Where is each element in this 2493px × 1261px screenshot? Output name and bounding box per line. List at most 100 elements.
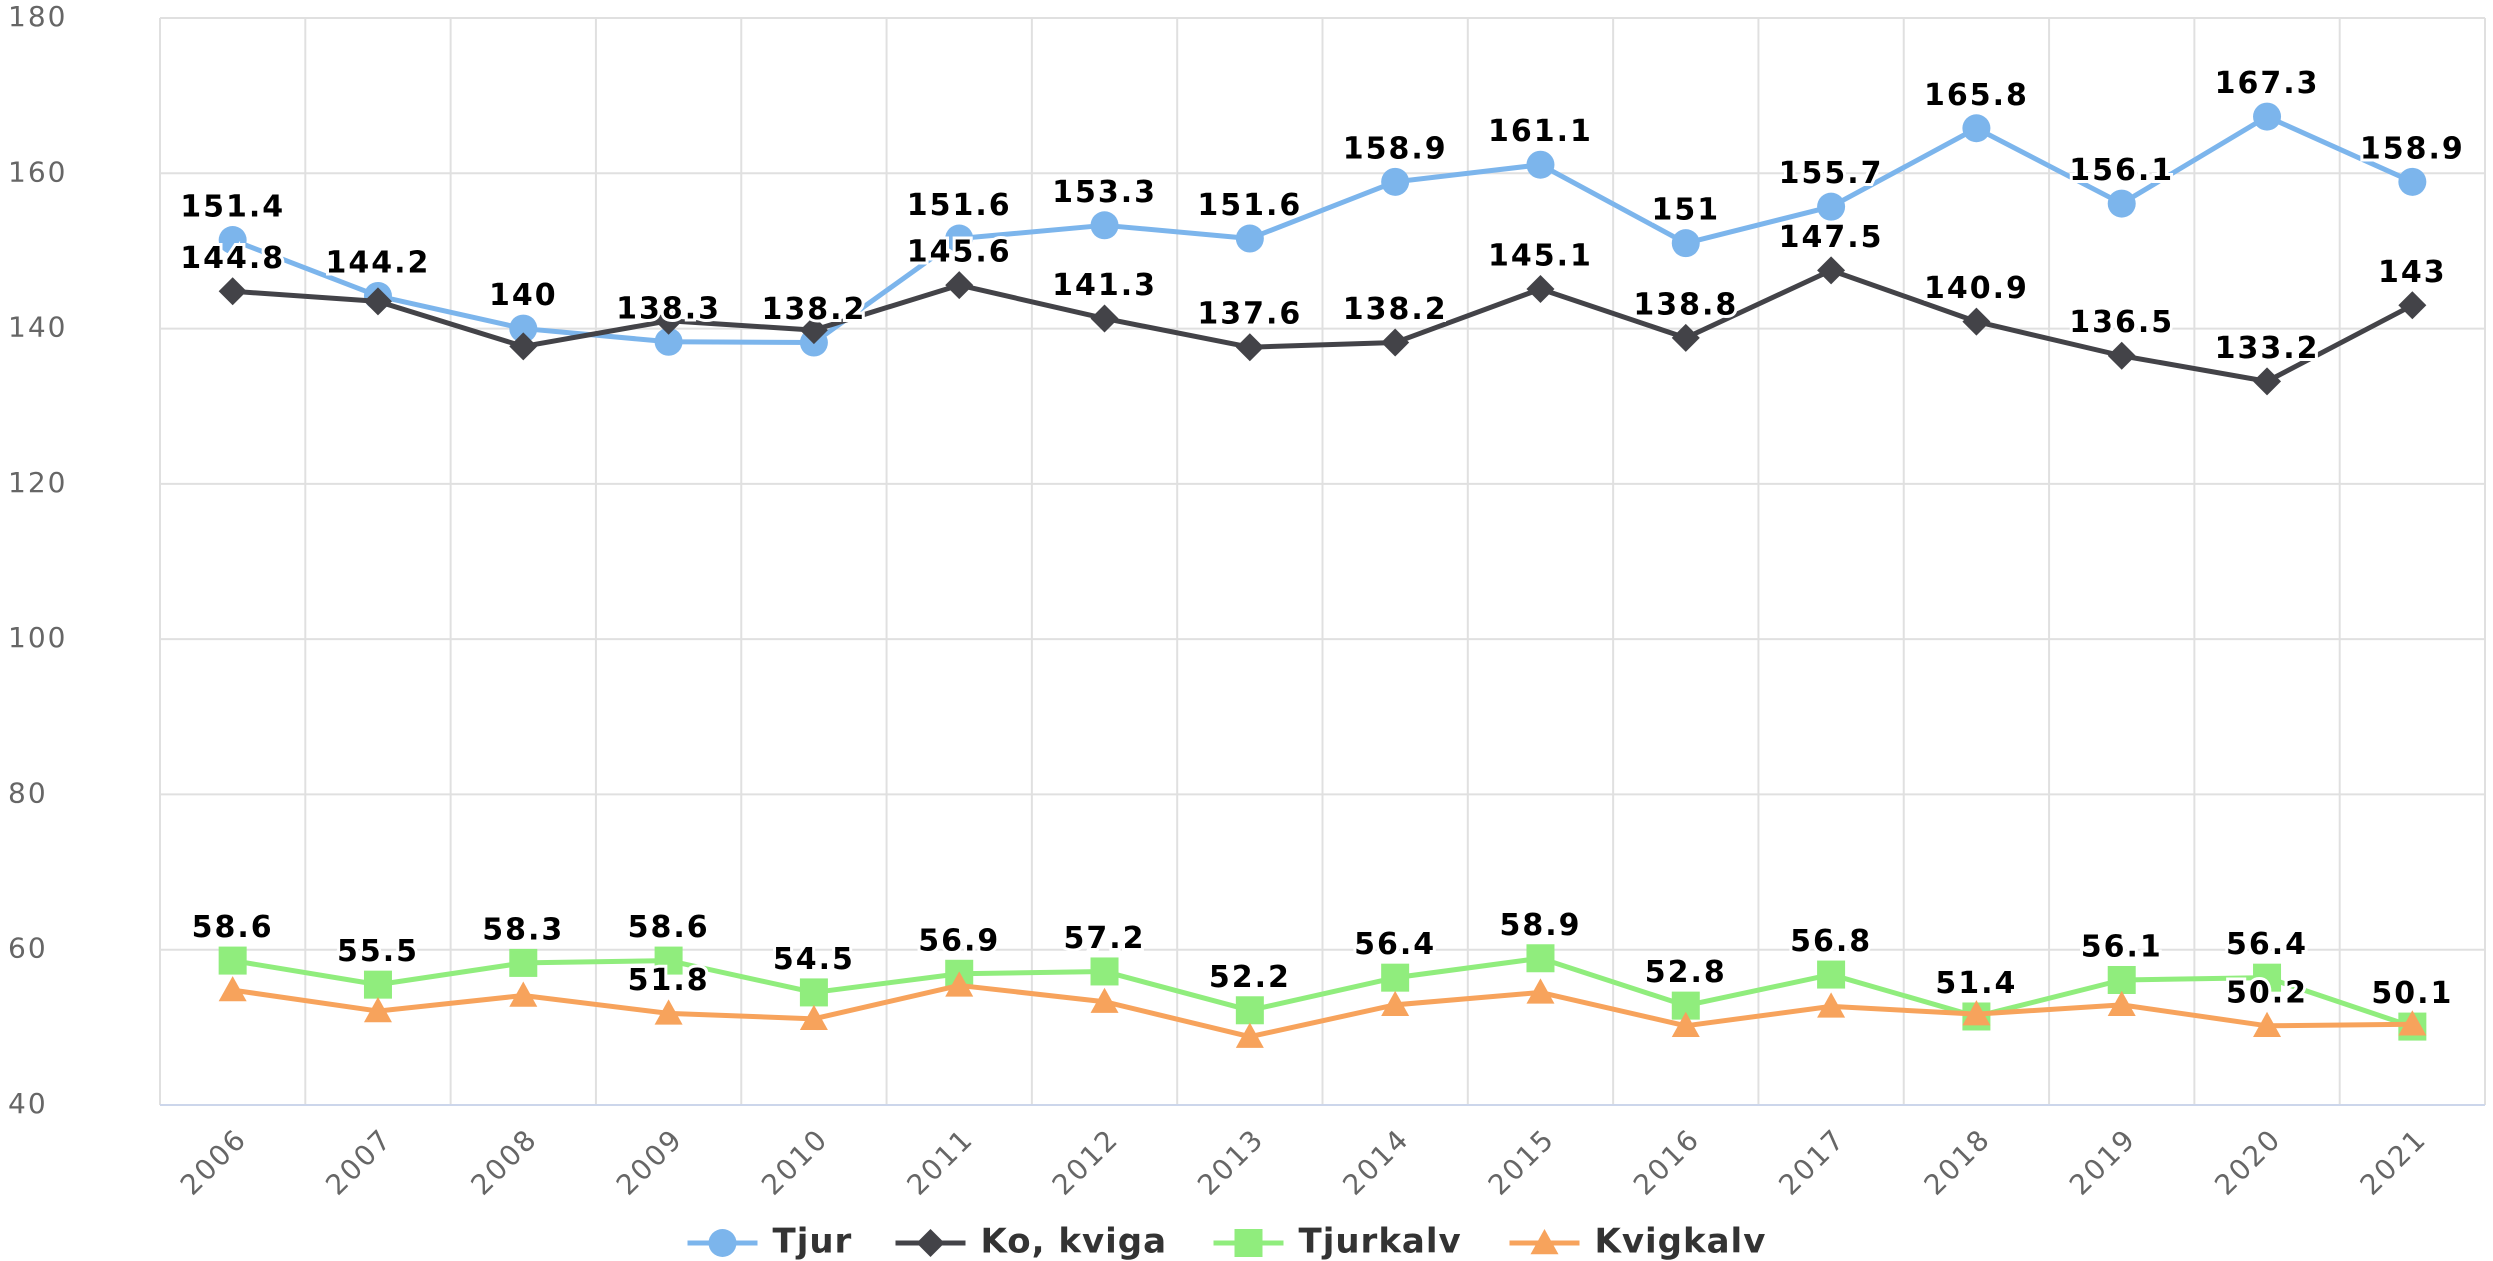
data-label: 51.8: [628, 963, 710, 998]
legend-label: Ko, kviga: [981, 1222, 1168, 1261]
data-label: 151.6: [907, 188, 1012, 223]
data-label: 155.7: [1779, 156, 1884, 191]
marker: [509, 981, 538, 1007]
marker: [1234, 1229, 1263, 1257]
x-tick-label: 2006: [174, 1122, 253, 1201]
marker: [799, 316, 828, 345]
y-tick-label: 160: [8, 155, 67, 188]
data-label: 145.6: [907, 235, 1012, 270]
marker: [1235, 224, 1264, 253]
data-label: 57.2: [1064, 921, 1146, 956]
marker: [1235, 333, 1264, 362]
data-label: 54.5: [773, 942, 855, 977]
marker: [2398, 167, 2427, 196]
marker: [1671, 1011, 1700, 1038]
marker: [1381, 990, 1410, 1017]
data-label: 138.2: [1343, 292, 1448, 327]
marker: [799, 978, 828, 1007]
data-label: 52.2: [1209, 960, 1291, 995]
data-label: 151.4: [180, 190, 285, 225]
marker: [1817, 992, 1846, 1018]
legend-label: Tjurkalv: [1299, 1222, 1462, 1261]
y-tick-label: 180: [8, 0, 67, 33]
marker: [2253, 102, 2282, 131]
marker: [1817, 256, 1846, 285]
marker: [1526, 978, 1555, 1004]
x-tick-label: 2015: [1482, 1122, 1561, 1201]
data-label: 158.9: [1343, 131, 1448, 166]
marker: [509, 332, 538, 361]
data-label: 147.5: [1779, 220, 1884, 255]
data-label: 56.4: [1354, 927, 1436, 962]
data-label: 156.1: [2069, 153, 2174, 188]
data-label: 144.2: [326, 245, 431, 280]
data-label: 158.9: [2360, 131, 2465, 166]
marker: [1090, 957, 1119, 986]
marker: [1671, 229, 1700, 258]
marker: [218, 976, 247, 1002]
data-label: 141.3: [1052, 268, 1157, 303]
x-tick-label: 2016: [1627, 1122, 1706, 1201]
data-label: 143: [2378, 255, 2447, 290]
marker: [945, 271, 974, 300]
marker: [2253, 1011, 2282, 1038]
data-label: 138.8: [1633, 287, 1738, 322]
x-tick-label: 2014: [1336, 1122, 1415, 1201]
marker: [1235, 996, 1264, 1025]
marker: [654, 306, 683, 335]
data-label: 151.6: [1197, 188, 1302, 223]
data-label: 140.9: [1924, 271, 2029, 306]
marker: [1381, 963, 1410, 992]
marker: [1962, 1000, 1991, 1026]
x-tick-label: 2013: [1191, 1122, 1270, 1201]
marker: [1381, 167, 1410, 196]
marker: [363, 970, 392, 999]
marker: [1235, 1022, 1264, 1048]
marker: [1671, 323, 1700, 352]
y-tick-label: 80: [8, 776, 48, 809]
legend-label: Tjur: [773, 1222, 853, 1261]
marker: [2253, 963, 2282, 992]
x-tick-label: 2020: [2208, 1122, 2287, 1201]
data-label: 50.1: [2371, 976, 2453, 1011]
marker: [218, 277, 247, 306]
data-label: 133.2: [2215, 331, 2320, 366]
x-tick-label: 2019: [2063, 1122, 2142, 1201]
data-label: 137.6: [1197, 297, 1302, 332]
marker: [2107, 965, 2136, 994]
marker: [945, 971, 974, 997]
data-label: 51.4: [1935, 966, 2017, 1001]
data-label: 167.3: [2215, 66, 2320, 101]
series-line: [232, 955, 2414, 1029]
x-tick-label: 2007: [319, 1122, 398, 1201]
marker: [2398, 291, 2427, 320]
marker: [2398, 1010, 2427, 1036]
marker: [1090, 304, 1119, 333]
marker: [218, 946, 247, 975]
marker: [509, 314, 538, 343]
marker: [1817, 960, 1846, 989]
marker: [2253, 367, 2282, 396]
marker: [509, 948, 538, 977]
marker: [1817, 192, 1846, 221]
x-tick-label: 2018: [1918, 1122, 1997, 1201]
y-tick-label: 120: [8, 466, 67, 499]
legend-label: Kvigkalv: [1595, 1222, 1767, 1261]
data-label: 56.1: [2081, 929, 2163, 964]
data-label: 52.8: [1645, 955, 1727, 990]
marker: [1381, 328, 1410, 357]
data-label: 58.3: [482, 912, 564, 947]
x-tick-label: 2021: [2354, 1122, 2433, 1201]
marker: [945, 224, 974, 253]
x-tick-label: 2012: [1046, 1122, 1125, 1201]
marker: [1090, 211, 1119, 240]
marker: [363, 287, 392, 316]
data-label: 153.3: [1052, 175, 1157, 210]
data-label: 161.1: [1488, 114, 1593, 149]
data-label: 165.8: [1924, 78, 2029, 113]
data-label: 145.1: [1488, 238, 1593, 273]
marker: [1526, 274, 1555, 303]
legend-item: Tjurkalv: [1213, 1222, 1462, 1261]
y-tick-label: 60: [8, 932, 48, 965]
